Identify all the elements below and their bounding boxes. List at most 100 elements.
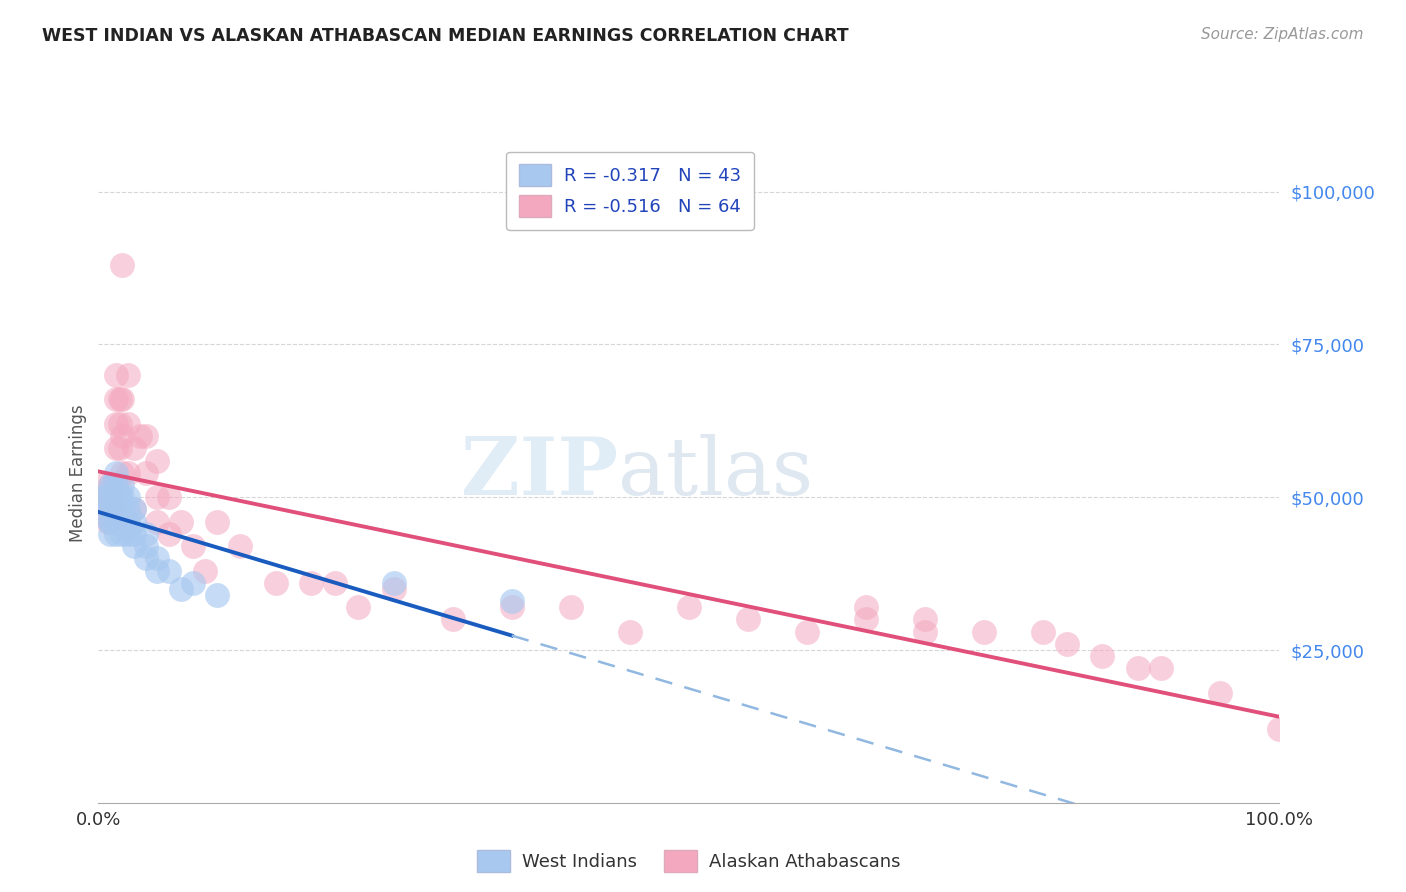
Point <box>101 478 124 492</box>
Point <box>98 515 121 529</box>
Point <box>105 368 128 382</box>
Point <box>105 417 128 431</box>
Point <box>105 490 128 504</box>
Point <box>101 502 124 516</box>
Point <box>105 442 128 456</box>
Text: ZIP: ZIP <box>461 434 619 512</box>
Point <box>122 502 145 516</box>
Point <box>170 515 193 529</box>
Point <box>108 490 131 504</box>
Point <box>111 429 134 443</box>
Point <box>111 502 134 516</box>
Point <box>111 466 134 480</box>
Point <box>105 478 128 492</box>
Point <box>105 527 128 541</box>
Point <box>117 527 139 541</box>
Point <box>105 392 128 407</box>
Point <box>101 478 124 492</box>
Point <box>117 417 139 431</box>
Point <box>299 575 322 590</box>
Point <box>117 502 139 516</box>
Point <box>205 588 228 602</box>
Point <box>98 490 121 504</box>
Point <box>93 508 115 523</box>
Point <box>157 527 180 541</box>
Point <box>98 478 121 492</box>
Point <box>111 527 134 541</box>
Point <box>122 442 145 456</box>
Point <box>122 527 145 541</box>
Point <box>108 392 131 407</box>
Point <box>382 575 405 590</box>
Point <box>1268 723 1291 737</box>
Point <box>855 612 877 626</box>
Legend: West Indians, Alaskan Athabascans: West Indians, Alaskan Athabascans <box>470 843 908 880</box>
Point <box>111 490 134 504</box>
Point <box>117 466 139 480</box>
Point <box>117 368 139 382</box>
Point <box>98 478 121 492</box>
Point <box>117 490 139 504</box>
Point <box>146 564 169 578</box>
Point <box>135 527 157 541</box>
Point <box>122 502 145 516</box>
Point <box>1056 637 1078 651</box>
Text: WEST INDIAN VS ALASKAN ATHABASCAN MEDIAN EARNINGS CORRELATION CHART: WEST INDIAN VS ALASKAN ATHABASCAN MEDIAN… <box>42 27 849 45</box>
Point <box>157 564 180 578</box>
Point <box>146 453 169 467</box>
Point <box>93 502 115 516</box>
Point <box>146 551 169 566</box>
Point <box>205 515 228 529</box>
Point <box>101 515 124 529</box>
Point <box>973 624 995 639</box>
Point <box>93 478 115 492</box>
Point <box>181 539 204 553</box>
Point <box>105 490 128 504</box>
Point <box>1209 686 1232 700</box>
Y-axis label: Median Earnings: Median Earnings <box>69 404 87 541</box>
Text: atlas: atlas <box>619 434 813 512</box>
Point <box>108 515 131 529</box>
Point <box>323 575 346 590</box>
Point <box>111 478 134 492</box>
Point <box>170 582 193 596</box>
Point <box>1091 649 1114 664</box>
Point <box>501 594 523 608</box>
Point <box>135 429 157 443</box>
Point <box>135 466 157 480</box>
Point <box>229 539 252 553</box>
Point <box>1032 624 1054 639</box>
Point <box>146 515 169 529</box>
Point <box>122 515 145 529</box>
Point <box>678 600 700 615</box>
Point <box>146 490 169 504</box>
Point <box>135 551 157 566</box>
Point <box>157 490 180 504</box>
Point <box>97 490 120 504</box>
Point <box>98 502 121 516</box>
Point <box>105 515 128 529</box>
Point <box>98 502 121 516</box>
Point <box>108 417 131 431</box>
Point <box>181 575 204 590</box>
Point <box>135 539 157 553</box>
Point <box>914 612 936 626</box>
Text: Source: ZipAtlas.com: Source: ZipAtlas.com <box>1201 27 1364 42</box>
Point <box>105 466 128 480</box>
Point <box>111 258 134 272</box>
Point <box>93 490 115 504</box>
Point <box>105 502 128 516</box>
Point <box>108 442 131 456</box>
Point <box>98 515 121 529</box>
Point <box>98 527 121 541</box>
Point <box>111 392 134 407</box>
Point <box>1150 661 1173 675</box>
Point <box>122 539 145 553</box>
Point <box>619 624 641 639</box>
Point <box>737 612 759 626</box>
Point <box>117 515 139 529</box>
Point <box>194 564 217 578</box>
Point <box>441 612 464 626</box>
Point <box>914 624 936 639</box>
Point <box>97 515 120 529</box>
